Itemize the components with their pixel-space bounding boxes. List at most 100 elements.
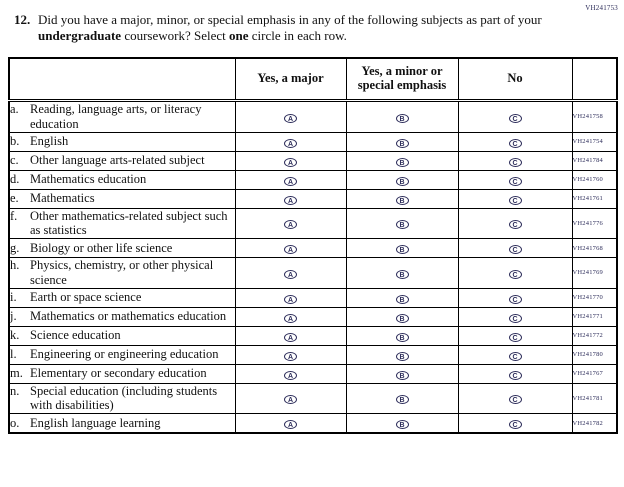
table-row: f. Other mathematics-related subject suc… bbox=[8, 207, 618, 239]
row-label: Mathematics or mathematics education bbox=[30, 309, 227, 324]
header-row: Yes, a major Yes, a minor or special emp… bbox=[8, 57, 618, 102]
question-text-bold: undergraduate bbox=[38, 28, 122, 44]
question-text-segment: Did you have a major, minor, or special … bbox=[38, 12, 542, 27]
bubble-no[interactable]: C bbox=[508, 420, 522, 429]
table-row: j. Mathematics or mathematics education … bbox=[8, 306, 618, 327]
bubble-yes-major[interactable]: A bbox=[284, 294, 297, 304]
bubble-yes-minor-special-emphasis[interactable]: B bbox=[395, 395, 409, 405]
header-code-blank bbox=[571, 57, 618, 102]
bubble-no[interactable]: C bbox=[508, 332, 522, 342]
bubble-yes-major[interactable]: A bbox=[284, 313, 297, 323]
bubble-yes-minor-special-emphasis[interactable]: B bbox=[395, 313, 409, 323]
bubble-yes-minor-special-emphasis[interactable]: B bbox=[395, 113, 409, 123]
bubble-yes-major[interactable]: A bbox=[284, 332, 297, 342]
row-code: VH241770 bbox=[571, 287, 618, 308]
row-label: Elementary or secondary education bbox=[30, 366, 207, 381]
bubble-yes-major[interactable]: A bbox=[284, 176, 297, 186]
header-no: No bbox=[457, 57, 573, 102]
bubble-no[interactable]: C bbox=[508, 395, 522, 405]
row-label: English bbox=[30, 134, 69, 149]
table-row: l. Engineering or engineering education … bbox=[8, 344, 618, 365]
header-label-blank bbox=[8, 57, 236, 102]
table-row: n. Special education (including students… bbox=[8, 382, 618, 414]
row-letter: n. bbox=[10, 383, 20, 398]
row-letter: a. bbox=[10, 102, 19, 116]
row-code: VH241784 bbox=[571, 150, 618, 171]
question-12: 12. Did you have a major, minor, or spec… bbox=[14, 12, 574, 45]
row-letter: g. bbox=[10, 240, 20, 255]
question-text: Did you have a major, minor, or special … bbox=[38, 12, 543, 45]
bubble-yes-minor-special-emphasis[interactable]: B bbox=[395, 176, 409, 186]
bubble-yes-major[interactable]: A bbox=[284, 113, 297, 123]
row-label: Mathematics bbox=[30, 191, 95, 206]
bubble-no[interactable]: C bbox=[508, 294, 522, 304]
row-code: VH241768 bbox=[571, 238, 618, 258]
row-label: Other mathematics-related subject such a… bbox=[30, 208, 228, 238]
table-row: o. English language learning A B C VH241… bbox=[8, 413, 618, 434]
bubble-yes-minor-special-emphasis[interactable]: B bbox=[395, 157, 409, 167]
row-code: VH241772 bbox=[571, 325, 618, 346]
row-label: Earth or space science bbox=[30, 290, 142, 305]
response-grid: Yes, a major Yes, a minor or special emp… bbox=[8, 57, 618, 434]
row-code: VH241760 bbox=[571, 169, 618, 190]
row-letter: m. bbox=[10, 366, 23, 381]
bubble-no[interactable]: C bbox=[508, 351, 522, 361]
bubble-yes-minor-special-emphasis[interactable]: B bbox=[395, 245, 409, 254]
question-text-segment: circle in each row. bbox=[248, 28, 347, 44]
row-code: VH241781 bbox=[571, 382, 618, 414]
row-label: Reading, language arts, or literacy educ… bbox=[30, 102, 202, 131]
bubble-yes-minor-special-emphasis[interactable]: B bbox=[395, 220, 409, 230]
row-code: VH241780 bbox=[571, 344, 618, 365]
bubble-no[interactable]: C bbox=[508, 245, 522, 254]
header-yes-minor-special: Yes, a minor or special emphasis bbox=[345, 57, 459, 102]
header-yes-major: Yes, a major bbox=[234, 57, 347, 102]
bubble-yes-major[interactable]: A bbox=[284, 245, 297, 254]
bubble-no[interactable]: C bbox=[508, 195, 522, 205]
row-letter: f. bbox=[10, 208, 18, 223]
bubble-yes-major[interactable]: A bbox=[284, 395, 297, 405]
row-letter: c. bbox=[10, 153, 19, 168]
bubble-yes-major[interactable]: A bbox=[284, 420, 297, 429]
bubble-yes-minor-special-emphasis[interactable]: B bbox=[395, 138, 409, 148]
row-code: VH241776 bbox=[571, 207, 618, 239]
question-number: 12. bbox=[14, 12, 31, 27]
row-letter: o. bbox=[10, 415, 20, 430]
row-label: Other language arts-related subject bbox=[30, 153, 205, 168]
bubble-no[interactable]: C bbox=[508, 370, 522, 380]
bubble-no[interactable]: C bbox=[508, 176, 522, 186]
row-code: VH241767 bbox=[571, 363, 618, 384]
bubble-yes-minor-special-emphasis[interactable]: B bbox=[395, 195, 409, 205]
row-letter: k. bbox=[10, 328, 20, 343]
row-code: VH241754 bbox=[571, 131, 618, 152]
row-label: English language learning bbox=[30, 415, 161, 430]
bubble-yes-minor-special-emphasis[interactable]: B bbox=[395, 269, 409, 279]
row-code: VH241761 bbox=[571, 188, 618, 209]
row-label: Engineering or engineering education bbox=[30, 347, 219, 362]
bubble-yes-major[interactable]: A bbox=[284, 351, 297, 361]
bubble-no[interactable]: C bbox=[508, 220, 522, 230]
bubble-no[interactable]: C bbox=[508, 138, 522, 148]
row-label: Mathematics education bbox=[30, 172, 147, 187]
bubble-yes-minor-special-emphasis[interactable]: B bbox=[395, 420, 409, 429]
bubble-no[interactable]: C bbox=[508, 157, 522, 167]
bubble-yes-major[interactable]: A bbox=[284, 157, 297, 167]
bubble-yes-minor-special-emphasis[interactable]: B bbox=[395, 294, 409, 304]
row-code: VH241758 bbox=[571, 100, 618, 133]
bubble-yes-major[interactable]: A bbox=[284, 269, 297, 279]
bubble-yes-major[interactable]: A bbox=[284, 220, 297, 230]
bubble-no[interactable]: C bbox=[508, 313, 522, 323]
bubble-no[interactable]: C bbox=[508, 113, 522, 123]
bubble-yes-minor-special-emphasis[interactable]: B bbox=[395, 332, 409, 342]
row-label: Science education bbox=[30, 328, 121, 343]
table-row: e. Mathematics A B C VH241761 bbox=[8, 188, 618, 209]
bubble-yes-minor-special-emphasis[interactable]: B bbox=[395, 370, 409, 380]
bubble-yes-major[interactable]: A bbox=[284, 195, 297, 205]
bubble-yes-major[interactable]: A bbox=[284, 138, 297, 148]
row-letter: h. bbox=[10, 258, 20, 272]
table-row: c. Other language arts-related subject A… bbox=[8, 150, 618, 171]
row-letter: i. bbox=[10, 290, 17, 305]
bubble-yes-minor-special-emphasis[interactable]: B bbox=[395, 351, 409, 361]
bubble-no[interactable]: C bbox=[508, 269, 522, 279]
bubble-yes-major[interactable]: A bbox=[284, 370, 297, 380]
